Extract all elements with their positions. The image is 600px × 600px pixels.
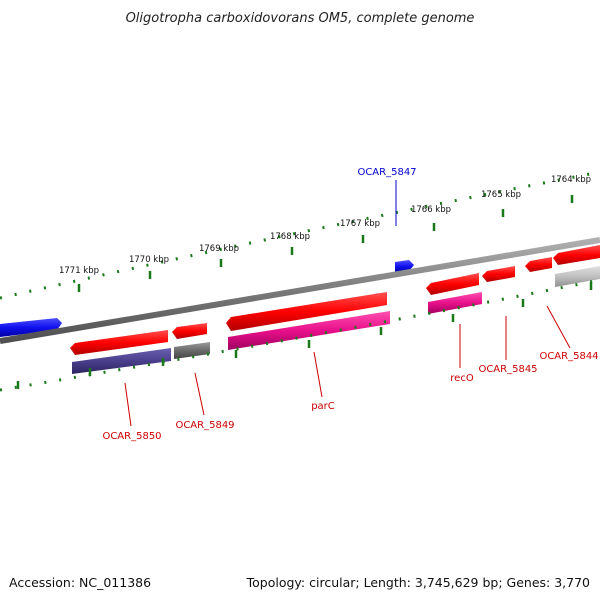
gene-feature-ocar5849-product[interactable] — [174, 342, 210, 359]
tick-label: 1764 kbp — [551, 175, 591, 185]
tick-label: 1767 kbp — [340, 219, 380, 229]
gene-label-ocar5845[interactable]: OCAR_5845 — [478, 364, 537, 375]
gene-label-ocar5847[interactable]: OCAR_5847 — [357, 167, 416, 178]
gene-label-ocar5844[interactable]: OCAR_5844 — [539, 351, 598, 362]
gene-feature-reco-cds[interactable] — [426, 273, 479, 295]
gene-feature-parc-cds[interactable] — [226, 292, 387, 331]
footer-summary: Topology: circular; Length: 3,745,629 bp… — [246, 575, 590, 590]
gene-feature-ocar5850-product[interactable] — [72, 348, 171, 374]
tick-label: 1769 kbp — [199, 244, 239, 254]
cds-features — [70, 245, 600, 355]
gene-feature-reco-product[interactable] — [428, 292, 482, 314]
gene-feature-ocar5849-cds[interactable] — [172, 323, 207, 339]
gene-feature-ocar5844-product[interactable] — [555, 266, 600, 287]
tick-label: 1768 kbp — [270, 232, 310, 242]
ruler-tick-labels: 1771 kbp 1770 kbp 1769 kbp 1768 kbp 1767… — [59, 175, 591, 276]
tick-label: 1766 kbp — [411, 205, 451, 215]
gene-feature-cds-a[interactable] — [525, 257, 552, 272]
tick-label: 1771 kbp — [59, 266, 99, 276]
tick-label: 1765 kbp — [481, 190, 521, 200]
inner-ruler-major-ticks — [16, 282, 593, 389]
tick-label: 1770 kbp — [129, 255, 169, 265]
gene-label-ocar5849[interactable]: OCAR_5849 — [175, 420, 234, 431]
gene-feature-blue-left[interactable] — [0, 318, 62, 337]
gene-feature-parc-product[interactable] — [228, 311, 390, 350]
product-features — [72, 266, 600, 374]
gene-feature-ocar5850-cds[interactable] — [70, 330, 168, 355]
gene-feature-ocar5845-cds[interactable] — [482, 266, 515, 282]
gene-label-reco[interactable]: recO — [450, 373, 474, 384]
gene-label-ocar5850[interactable]: OCAR_5850 — [102, 431, 161, 442]
gene-label-parc[interactable]: parC — [311, 401, 335, 412]
map-title: Oligotropha carboxidovorans OM5, complet… — [126, 11, 475, 26]
genome-backbone — [0, 237, 600, 344]
footer-accession: Accession: NC_011386 — [9, 575, 151, 590]
ruler-major-ticks — [77, 195, 574, 292]
gene-feature-ocar5844-cds[interactable] — [553, 245, 600, 265]
label-leaders — [124, 180, 571, 427]
